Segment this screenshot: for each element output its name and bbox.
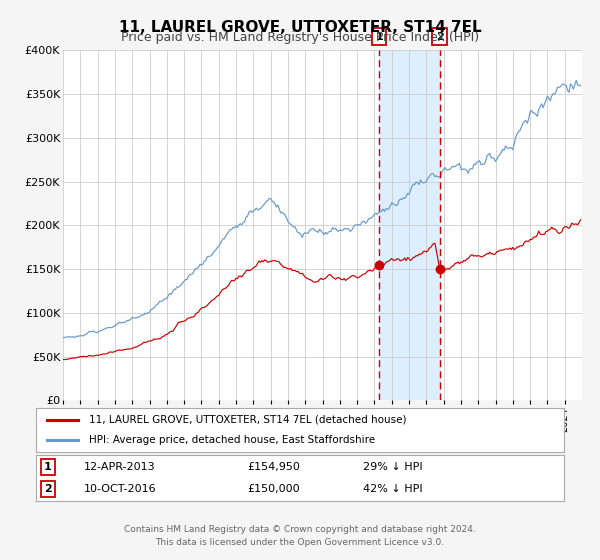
Text: 11, LAUREL GROVE, UTTOXETER, ST14 7EL: 11, LAUREL GROVE, UTTOXETER, ST14 7EL <box>119 20 481 35</box>
Text: 1: 1 <box>375 32 383 41</box>
Text: £154,950: £154,950 <box>247 462 300 472</box>
Text: 11, LAUREL GROVE, UTTOXETER, ST14 7EL (detached house): 11, LAUREL GROVE, UTTOXETER, ST14 7EL (d… <box>89 415 406 425</box>
Text: 42% ↓ HPI: 42% ↓ HPI <box>364 484 423 494</box>
Text: 2: 2 <box>44 484 52 494</box>
Text: Contains HM Land Registry data © Crown copyright and database right 2024.: Contains HM Land Registry data © Crown c… <box>124 525 476 534</box>
Text: HPI: Average price, detached house, East Staffordshire: HPI: Average price, detached house, East… <box>89 435 375 445</box>
Text: 29% ↓ HPI: 29% ↓ HPI <box>364 462 423 472</box>
Text: 1: 1 <box>44 462 52 472</box>
Text: 2: 2 <box>436 32 443 41</box>
Text: Price paid vs. HM Land Registry's House Price Index (HPI): Price paid vs. HM Land Registry's House … <box>121 31 479 44</box>
Text: 12-APR-2013: 12-APR-2013 <box>83 462 155 472</box>
Text: £150,000: £150,000 <box>247 484 300 494</box>
Text: This data is licensed under the Open Government Licence v3.0.: This data is licensed under the Open Gov… <box>155 538 445 547</box>
Text: 10-OCT-2016: 10-OCT-2016 <box>83 484 156 494</box>
Bar <box>379 50 440 400</box>
